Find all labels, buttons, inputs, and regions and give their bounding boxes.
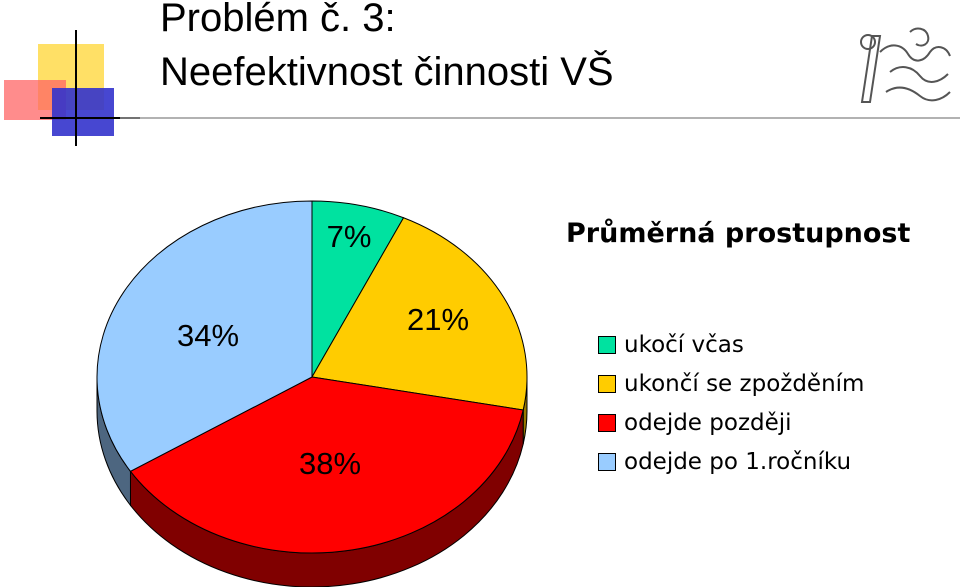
university-logo xyxy=(860,27,951,103)
legend-swatch xyxy=(598,413,616,432)
pie-label-2: 38% xyxy=(299,446,361,481)
legend-label: odejde po 1.ročníku xyxy=(624,448,852,475)
legend-item: odejde po 1.ročníku xyxy=(598,442,864,481)
pie-slice-2 xyxy=(129,376,524,554)
pie-label-0: 7% xyxy=(327,219,372,254)
chart-legend: ukočí včas ukončí se zpožděním odejde pozd… xyxy=(598,325,864,481)
legend-item: odejde později xyxy=(598,403,864,442)
legend-label: ukočí včas xyxy=(624,331,744,358)
title-underline xyxy=(120,117,960,119)
legend-item: ukončí se zpožděním xyxy=(598,364,864,403)
pie-top xyxy=(96,200,528,554)
deco-blue-square xyxy=(52,88,114,136)
legend-swatch xyxy=(598,452,616,471)
pie-label-1: 21% xyxy=(407,302,469,337)
corner-decoration xyxy=(4,30,140,146)
pie-slice-1 xyxy=(311,217,528,411)
slide-title-line2: Neefektivnost činnosti VŠ xyxy=(160,50,614,94)
pie-slice-3 xyxy=(96,200,313,472)
pie-labels: 7% 21% 38% 34% xyxy=(177,219,469,481)
chart-title: Průměrná prostupnost xyxy=(566,218,910,249)
legend-swatch xyxy=(598,374,616,393)
slide-title-line1: Problém č. 3: xyxy=(160,0,396,40)
legend-swatch xyxy=(598,335,616,354)
legend-label: odejde později xyxy=(624,409,792,436)
legend-label: ukončí se zpožděním xyxy=(624,370,865,397)
pie-label-3: 34% xyxy=(177,318,239,353)
legend-item: ukočí včas xyxy=(598,325,864,364)
